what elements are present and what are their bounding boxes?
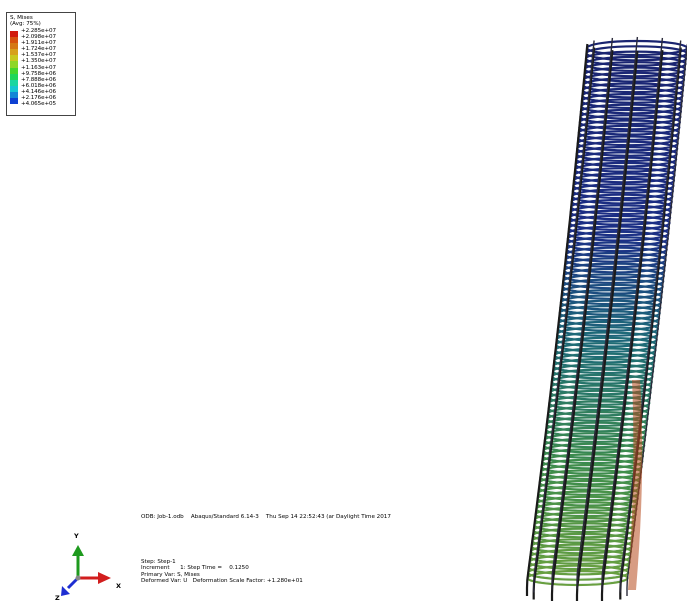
- legend-averaging: (Avg: 75%): [10, 21, 41, 27]
- legend-color-swatch: [10, 49, 18, 56]
- legend-color-swatch: [10, 85, 18, 92]
- x-axis-label: X: [116, 582, 122, 590]
- legend-color-swatch: [10, 73, 18, 80]
- view-triad[interactable]: Y X Z: [52, 532, 132, 602]
- primary-variable: Primary Var: S, Mises: [141, 571, 200, 578]
- odb-info-line: ODB: Job-1.odb Abaqus/Standard 6.14-3 Th…: [141, 514, 391, 520]
- legend-value: +1.724e+07: [21, 46, 56, 53]
- legend-value: +6.018e+06: [21, 82, 56, 89]
- legend-color-swatch: [10, 98, 18, 105]
- legend-color-swatch: [10, 67, 18, 74]
- legend-value: +1.911e+07: [21, 40, 56, 47]
- legend-color-swatch: [10, 79, 18, 86]
- legend-value: +2.098e+07: [21, 34, 56, 41]
- legend-value: +7.888e+06: [21, 76, 56, 83]
- stirrup-hoops: [526, 39, 687, 587]
- x-axis-arrow-icon: [78, 572, 111, 584]
- legend-value: +1.350e+07: [21, 58, 56, 65]
- deformed-variable: Deformed Var: U Deformation Scale Factor…: [141, 578, 303, 585]
- step-info-block: Step: Step-1 Increment 1: Step Time = 0.…: [141, 559, 303, 585]
- z-axis-label: Z: [55, 594, 60, 602]
- legend-value: +9.758e+06: [21, 70, 56, 77]
- legend-value: +1.163e+07: [21, 64, 56, 71]
- legend-color-swatch: [10, 91, 18, 99]
- step-name: Step: Step-1: [141, 559, 176, 565]
- legend-color-swatch: [10, 43, 18, 50]
- legend-value: +4.146e+06: [21, 88, 56, 95]
- legend-value: +2.176e+06: [21, 95, 56, 102]
- legend-value: +1.537e+07: [21, 52, 56, 59]
- z-axis-arrow-icon: [61, 576, 80, 596]
- legend-title: S, Mises: [10, 15, 33, 21]
- legend-color-swatch: [10, 37, 18, 44]
- y-axis-arrow-icon: [72, 545, 84, 578]
- legend-value: +2.285e+07: [21, 28, 56, 34]
- longitudinal-bars: [525, 36, 687, 601]
- legend-color-swatch: [10, 31, 18, 38]
- legend-color-swatch: [10, 55, 18, 62]
- increment-info: Increment 1: Step Time = 0.1250: [141, 565, 249, 572]
- contour-legend: S, Mises (Avg: 75%) +2.285e+07 +2.098e+07…: [6, 12, 76, 116]
- legend-value: +4.065e+05: [21, 101, 56, 108]
- legend-color-swatch: [10, 61, 18, 68]
- y-axis-label: Y: [74, 532, 79, 540]
